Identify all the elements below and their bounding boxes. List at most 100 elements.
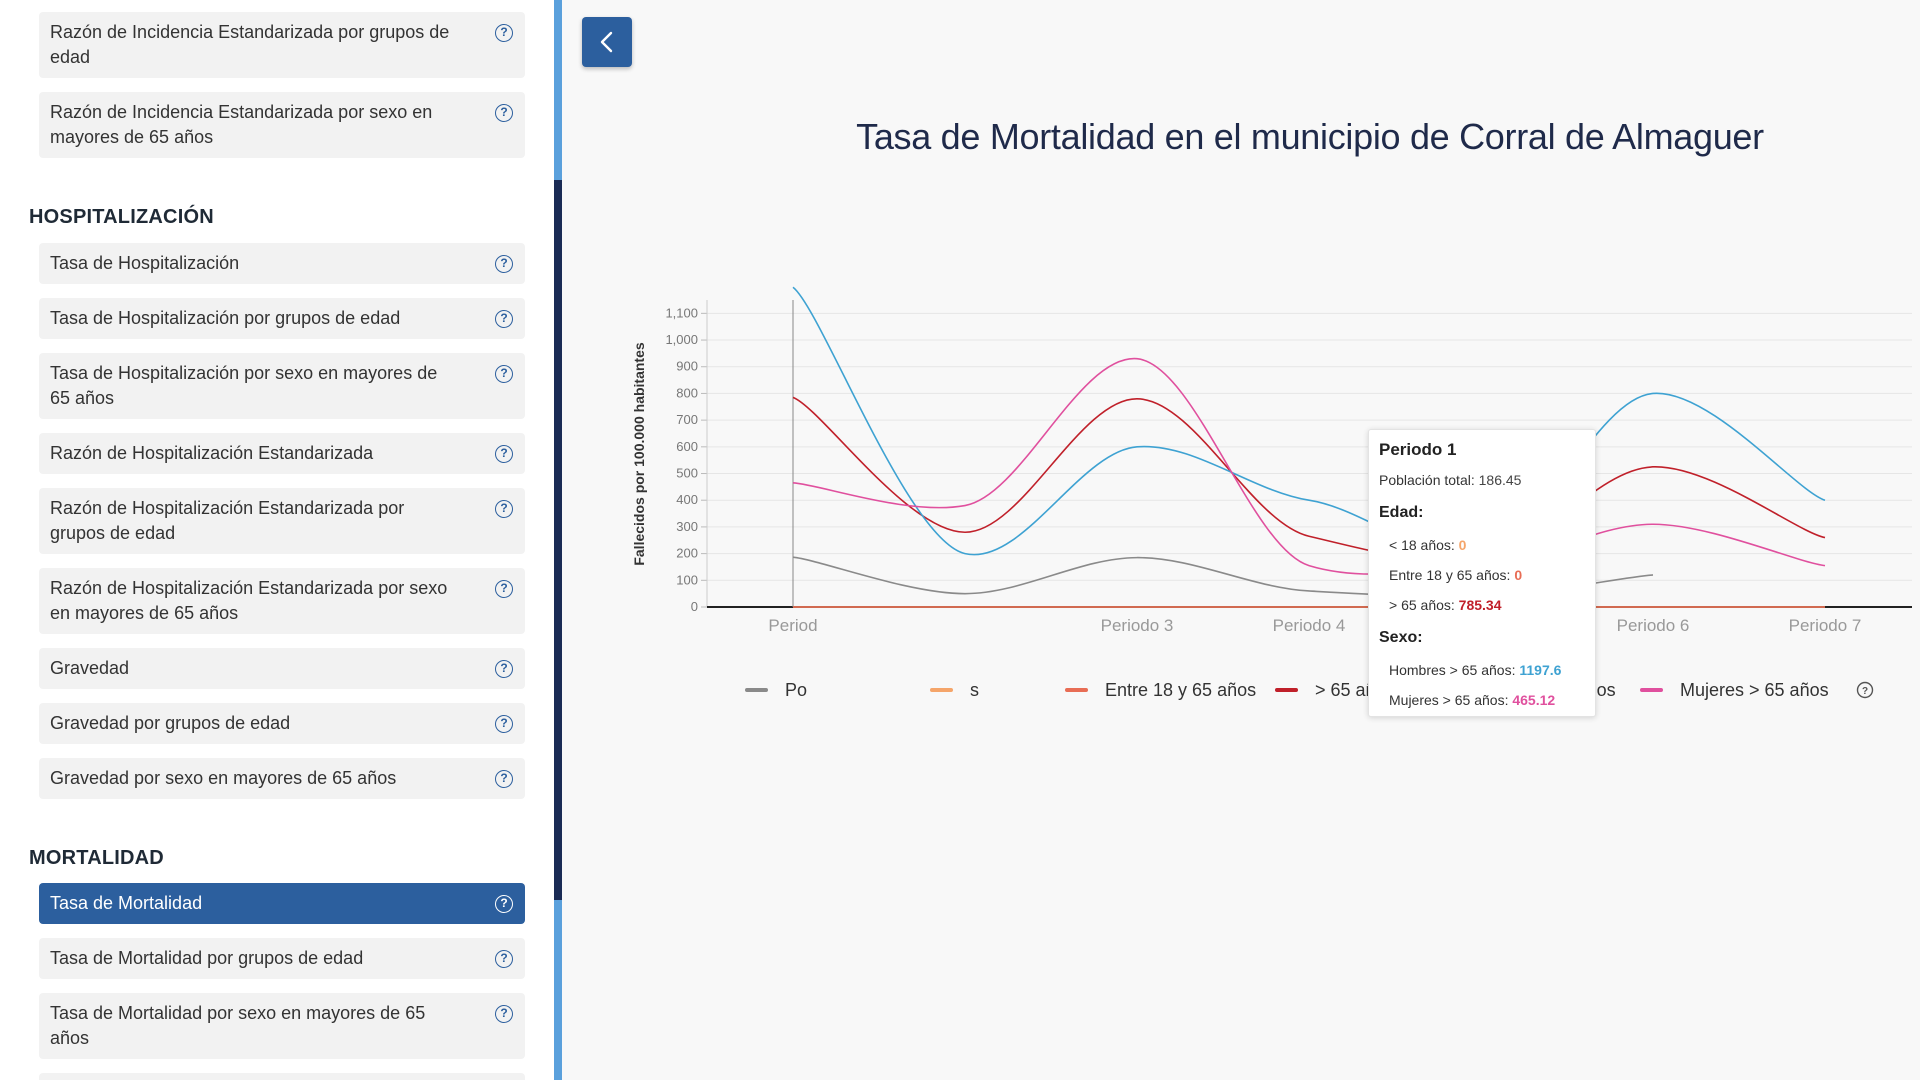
series-line-mujeres-65-a-os [792, 357, 1826, 575]
sidebar-item-label: Razón de Incidencia Estandarizada por se… [50, 102, 433, 147]
series-line-hombres-65-a-os [792, 286, 1826, 557]
section-title-mortalidad: MORTALIDAD [29, 847, 164, 869]
x-tick-label: Periodo 6 [1617, 616, 1690, 635]
chart-tooltip: Periodo 1 Población total: 186.45 Edad: … [1368, 429, 1596, 717]
x-tick-label: Period [768, 616, 817, 635]
tooltip-total-row: Población total: 186.45 [1379, 472, 1521, 488]
help-icon[interactable]: ? [495, 950, 513, 968]
help-icon[interactable]: ? [495, 660, 513, 678]
sidebar-item-gravedad-sexo[interactable]: Gravedad por sexo en mayores de 65 años … [39, 758, 525, 799]
series-line--65-a-os [792, 396, 1826, 563]
help-icon[interactable]: ? [495, 445, 513, 463]
legend-label: Mujeres > 65 años [1680, 680, 1829, 700]
help-icon[interactable]: ? [495, 1005, 513, 1023]
help-icon[interactable]: ? [495, 580, 513, 598]
y-tick-label: 0 [691, 599, 698, 614]
tooltip-sexo-header: Sexo: [1379, 629, 1423, 646]
sidebar-item-label: Gravedad [50, 658, 130, 678]
line-chart: 0 100 200 300 400 500 600 700 800 900 1,000 1,100 Fa… [631, 286, 1912, 700]
sidebar-item-label: Tasa de Mortalidad [50, 893, 203, 913]
tooltip-sexo-row: Mujeres > 65 años: 465.12 [1389, 692, 1555, 708]
tooltip-total-label: Población total: [1379, 472, 1479, 488]
sidebar-item-label: Gravedad por sexo en mayores de 65 años [50, 768, 397, 788]
help-icon[interactable]: ? [495, 770, 513, 788]
chevron-left-icon [600, 31, 613, 53]
tooltip-row-label: Mujeres > 65 años: [1389, 692, 1513, 708]
sidebar-item-tasa-hospitalizacion-sexo[interactable]: Tasa de Hospitalización por sexo en mayo… [39, 353, 525, 419]
tooltip-row-value: 785.34 [1458, 597, 1502, 613]
help-icon[interactable]: ? [495, 310, 513, 328]
help-icon[interactable]: ? [495, 255, 513, 273]
sidebar-item-tasa-mortalidad-sexo[interactable]: Tasa de Mortalidad por sexo en mayores d… [39, 993, 525, 1059]
section-title-hospitalizacion: HOSPITALIZACIÓN [29, 206, 214, 228]
sidebar-item-razon-hospitalizacion-sexo[interactable]: Razón de Hospitalización Estandarizada p… [39, 568, 525, 634]
x-tick-label: Periodo 7 [1789, 616, 1862, 635]
sidebar-item-razon-hospitalizacion[interactable]: Razón de Hospitalización Estandarizada ? [39, 433, 525, 474]
tooltip-row-value: 465.12 [1512, 692, 1556, 708]
question-circle-icon[interactable] [1856, 681, 1874, 699]
sidebar-item-gravedad[interactable]: Gravedad ? [39, 648, 525, 689]
legend-label: Po [785, 680, 807, 700]
tooltip-edad-row: > 65 años: 785.34 [1389, 597, 1502, 613]
sidebar-item-razon-incidencia-sexo[interactable]: Razón de Incidencia Estandarizada por se… [39, 92, 525, 158]
sidebar-item-gravedad-grupos-edad[interactable]: Gravedad por grupos de edad ? [39, 703, 525, 744]
sidebar-item-label: Tasa de Hospitalización por grupos de ed… [50, 308, 401, 328]
y-tick-label: 800 [676, 385, 698, 400]
tooltip-edad-row: < 18 años: 0 [1389, 537, 1466, 553]
help-icon[interactable]: ? [495, 365, 513, 383]
help-icon[interactable]: ? [495, 715, 513, 733]
y-tick-label: 200 [676, 546, 698, 561]
tooltip-row-value: 0 [1458, 537, 1467, 553]
sidebar-item-tasa-hospitalizacion[interactable]: Tasa de Hospitalización ? [39, 243, 525, 284]
sidebar-item-label: Tasa de Mortalidad por sexo en mayores d… [50, 1003, 426, 1048]
tooltip-edad-row: Entre 18 y 65 años: 0 [1389, 567, 1522, 583]
main-panel: Tasa de Mortalidad en el municipio de Co… [562, 0, 1920, 1080]
y-tick-label: 600 [676, 439, 698, 454]
back-button[interactable] [582, 17, 632, 67]
y-tick-label: 300 [676, 519, 698, 534]
help-icon[interactable]: ? [495, 24, 513, 42]
y-tick-label: 400 [676, 492, 698, 507]
tooltip-sexo-row: Hombres > 65 años: 1197.6 [1389, 662, 1561, 678]
help-icon[interactable]: ? [495, 104, 513, 122]
y-tick-label: 1,000 [665, 332, 698, 347]
question-mark-glyph: ? [1862, 686, 1868, 697]
help-icon[interactable]: ? [495, 500, 513, 518]
sidebar-item-tasa-hospitalizacion-grupos-edad[interactable]: Tasa de Hospitalización por grupos de ed… [39, 298, 525, 339]
sidebar-item-tasa-mortalidad[interactable]: Tasa de Mortalidad ? [39, 883, 525, 924]
x-tick-label: Periodo 3 [1101, 616, 1174, 635]
tooltip-row-label: Hombres > 65 años: [1389, 662, 1520, 678]
sidebar-item-label: Tasa de Mortalidad por grupos de edad [50, 948, 364, 968]
y-tick-label: 700 [676, 412, 698, 427]
x-tick-label: Periodo 4 [1273, 616, 1346, 635]
y-tick-label: 100 [676, 572, 698, 587]
legend-label: Entre 18 y 65 años [1105, 680, 1256, 700]
sidebar: Razón de Incidencia Estandarizada por gr… [0, 0, 554, 1080]
sidebar-item-label: Razón de Hospitalización Estandarizada p… [50, 498, 405, 543]
chart-title: Tasa de Mortalidad en el municipio de Co… [856, 116, 1764, 157]
sidebar-item-label: Razón de Hospitalización Estandarizada [50, 443, 374, 463]
sidebar-scrollbar-thumb[interactable] [554, 180, 562, 900]
tooltip-row-value: 0 [1514, 567, 1523, 583]
tooltip-title: Periodo 1 [1379, 440, 1457, 459]
sidebar-item-label: Razón de Hospitalización Estandarizada p… [50, 578, 448, 623]
sidebar-item-razon-hospitalizacion-grupos-edad[interactable]: Razón de Hospitalización Estandarizada p… [39, 488, 525, 554]
tooltip-row-label: Entre 18 y 65 años: [1389, 567, 1515, 583]
tooltip-row-label: > 65 años: [1389, 597, 1459, 613]
sidebar-item-tasa-mortalidad-grupos-edad[interactable]: Tasa de Mortalidad por grupos de edad ? [39, 938, 525, 979]
sidebar-item-label: Tasa de Hospitalización [50, 253, 240, 273]
tooltip-row-value: 1197.6 [1519, 662, 1562, 678]
y-tick-label: 900 [676, 359, 698, 374]
tooltip-total-value: 186.45 [1478, 472, 1522, 488]
sidebar-item-label: Tasa de Hospitalización por sexo en mayo… [50, 363, 438, 408]
tooltip-edad-header: Edad: [1379, 504, 1424, 521]
tooltip-row-label: < 18 años: [1389, 537, 1459, 553]
sidebar-item-partial[interactable] [39, 1073, 525, 1080]
sidebar-item-label: Gravedad por grupos de edad [50, 713, 291, 733]
help-icon[interactable]: ? [495, 895, 513, 913]
y-tick-label: 1,100 [665, 305, 698, 320]
sidebar-item-label: Razón de Incidencia Estandarizada por gr… [50, 22, 450, 67]
y-tick-label: 500 [676, 466, 698, 481]
sidebar-item-razon-incidencia-grupos-edad[interactable]: Razón de Incidencia Estandarizada por gr… [39, 12, 525, 78]
